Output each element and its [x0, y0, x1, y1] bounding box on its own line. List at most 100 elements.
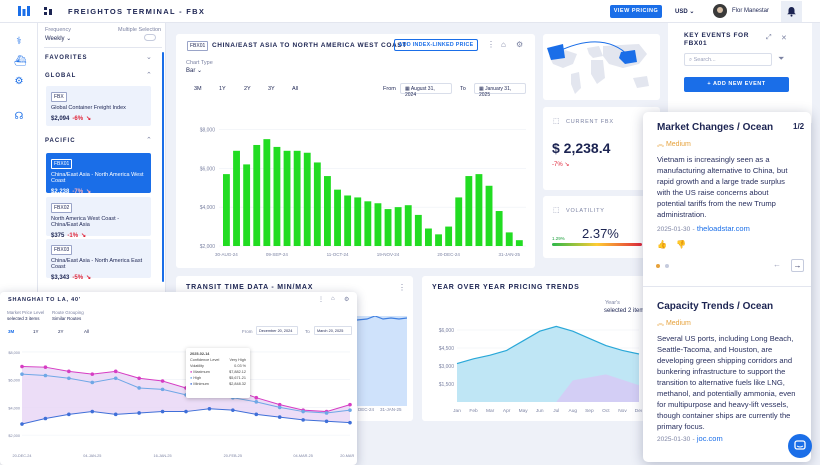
- volatility-panel: [543, 196, 660, 258]
- from-date-input[interactable]: ▦ August 31, 2024: [400, 83, 452, 98]
- index-card-fbx01[interactable]: FBX01 China/East Asia - North America We…: [46, 153, 151, 195]
- x-tick-label: Jun: [536, 408, 544, 414]
- view-pricing-button[interactable]: VIEW PRICING: [610, 5, 662, 18]
- float-from-label: From: [242, 329, 253, 334]
- more-icon[interactable]: ⋮: [398, 283, 406, 292]
- data-point: [277, 402, 282, 407]
- arrow-right-icon[interactable]: →: [791, 259, 804, 272]
- years-select[interactable]: selected 2 items: [604, 308, 648, 314]
- index-card-fbx02[interactable]: FBX02 North America West Coast - China/E…: [46, 197, 151, 239]
- expand-icon[interactable]: ⤢: [766, 34, 772, 41]
- tab-all[interactable]: All: [84, 329, 90, 334]
- scrollbar[interactable]: [162, 52, 164, 282]
- to-date-input[interactable]: ▦ January 31, 2025: [474, 83, 526, 98]
- x-tick-label: Sep: [585, 408, 594, 414]
- index-card-fbx[interactable]: FBX Global Container Freight Index $2,09…: [46, 86, 151, 126]
- notifications-button[interactable]: [781, 1, 802, 22]
- multiple-selection-toggle[interactable]: [144, 34, 156, 41]
- arrow-left-icon[interactable]: ←: [773, 260, 781, 269]
- tab-all[interactable]: All: [292, 86, 299, 92]
- index-name: China/East Asia - North America East Coa…: [51, 258, 143, 270]
- chevron-up-icon[interactable]: ⌃: [146, 137, 152, 144]
- x-tick-label: Nov: [618, 408, 627, 414]
- nav-ships-icon[interactable]: ⛴: [14, 56, 27, 67]
- nav-markets-icon[interactable]: ⚕: [16, 36, 22, 47]
- chevron-up-icon: ︽: [657, 320, 664, 327]
- alert-icon[interactable]: ⌂: [331, 296, 335, 302]
- tab-2y[interactable]: 2Y: [58, 329, 64, 334]
- bar: [404, 205, 412, 246]
- data-point: [137, 386, 141, 390]
- float-to-date[interactable]: March 20, 2025: [314, 326, 352, 335]
- tab-1y[interactable]: 1Y: [33, 329, 39, 334]
- currency-select[interactable]: USD ⌄: [675, 9, 695, 15]
- event-source-row: 2025-01-30 - theloadstar.com: [657, 224, 750, 233]
- float-from-date[interactable]: December 20, 2024: [256, 326, 298, 335]
- add-index-linked-price-button[interactable]: ADD INDEX-LINKED PRICE: [394, 39, 478, 51]
- x-tick-label: Oct: [602, 408, 610, 414]
- data-point: [301, 409, 305, 414]
- price-bar-chart[interactable]: $8,000 $6,000 $4,000 $2,000 30-AUG-24 09-SEP-…: [185, 106, 530, 262]
- page-dot[interactable]: [665, 264, 669, 268]
- bar: [334, 189, 341, 246]
- event-search-input[interactable]: ⌕ Search...: [684, 53, 772, 66]
- frequency-select[interactable]: Weekly ⌄: [45, 36, 72, 42]
- thumbs-up-icon[interactable]: 👍: [657, 240, 667, 249]
- index-card-fbx03[interactable]: FBX03 China/East Asia - North America Ea…: [46, 239, 151, 281]
- alert-icon[interactable]: ⌂: [501, 40, 506, 49]
- tab-3m[interactable]: 3M: [194, 86, 202, 92]
- thumbs-down-icon[interactable]: 👎: [676, 240, 686, 249]
- settings-icon[interactable]: ⚙: [516, 40, 524, 49]
- pacific-heading[interactable]: PACIFIC: [45, 138, 76, 144]
- page-dot-active[interactable]: [656, 264, 660, 268]
- shanghai-la-line-chart[interactable]: $8,000 $6,000 $4,000 $2,000 20-DEC-24 04-JAN-…: [4, 339, 354, 461]
- add-new-event-button[interactable]: + ADD NEW EVENT: [684, 77, 789, 92]
- market-level-select[interactable]: selected 3 items: [7, 316, 40, 321]
- data-point: [90, 372, 95, 376]
- tab-3y[interactable]: 3Y: [268, 86, 275, 92]
- close-icon[interactable]: ✕: [781, 35, 787, 42]
- plus-icon: +: [707, 81, 713, 87]
- y-tick-label: $1,500: [439, 382, 455, 388]
- route-map-panel[interactable]: [543, 34, 660, 100]
- settings-icon[interactable]: ⚙: [344, 297, 350, 303]
- tab-1y[interactable]: 1Y: [219, 86, 226, 92]
- bar: [515, 240, 523, 246]
- apps-icon[interactable]: [44, 7, 52, 16]
- bar: [495, 211, 503, 246]
- x-tick-label: 04-MAR-25: [293, 454, 312, 458]
- more-icon[interactable]: ⋮: [487, 40, 495, 49]
- route-grouping-select[interactable]: Similar Routes: [52, 316, 82, 321]
- user-name[interactable]: Flor Manestar: [732, 8, 770, 14]
- tab-2y[interactable]: 2Y: [244, 86, 251, 92]
- source-link[interactable]: joc.com: [696, 434, 723, 443]
- bar: [374, 203, 382, 246]
- tab-3m[interactable]: 3M: [8, 329, 15, 334]
- filter-icon[interactable]: ⏷: [778, 54, 785, 63]
- index-price: $2,094 -6% ↘: [51, 116, 92, 122]
- global-heading[interactable]: GLOBAL: [45, 73, 77, 79]
- float-to-label: To: [305, 329, 310, 334]
- transit-line: [356, 315, 408, 321]
- chevron-down-icon[interactable]: ⌄: [146, 54, 152, 61]
- bar: [243, 164, 251, 246]
- yoy-area-chart[interactable]: $6,000 $4,500 $3,000 $1,500 Jan Feb Mar Apr May J…: [427, 320, 642, 416]
- favorites-heading[interactable]: FAVORITES: [45, 55, 88, 61]
- more-icon[interactable]: ⋮: [318, 297, 324, 303]
- chat-button[interactable]: [788, 434, 812, 458]
- freightos-logo-icon[interactable]: [18, 6, 30, 16]
- avatar[interactable]: [713, 4, 727, 18]
- data-point: [277, 405, 282, 410]
- data-point: [348, 408, 352, 412]
- nav-analytics-icon[interactable]: ⚙: [14, 76, 24, 87]
- chart-type-select[interactable]: Bar ⌄: [186, 68, 203, 74]
- nav-alerts-icon[interactable]: ☊: [14, 111, 24, 122]
- source-link[interactable]: theloadstar.com: [696, 224, 750, 233]
- bar: [344, 195, 352, 246]
- calendar-icon: ▦: [479, 86, 486, 92]
- y-tick-label: $4,000: [8, 406, 20, 410]
- x-tick-label: 31-JAN-25: [498, 252, 520, 257]
- chart-title: CHINA/EAST ASIA TO NORTH AMERICA WEST CO…: [212, 42, 407, 49]
- chevron-up-icon[interactable]: ⌃: [146, 72, 152, 79]
- bell-icon: [787, 7, 796, 17]
